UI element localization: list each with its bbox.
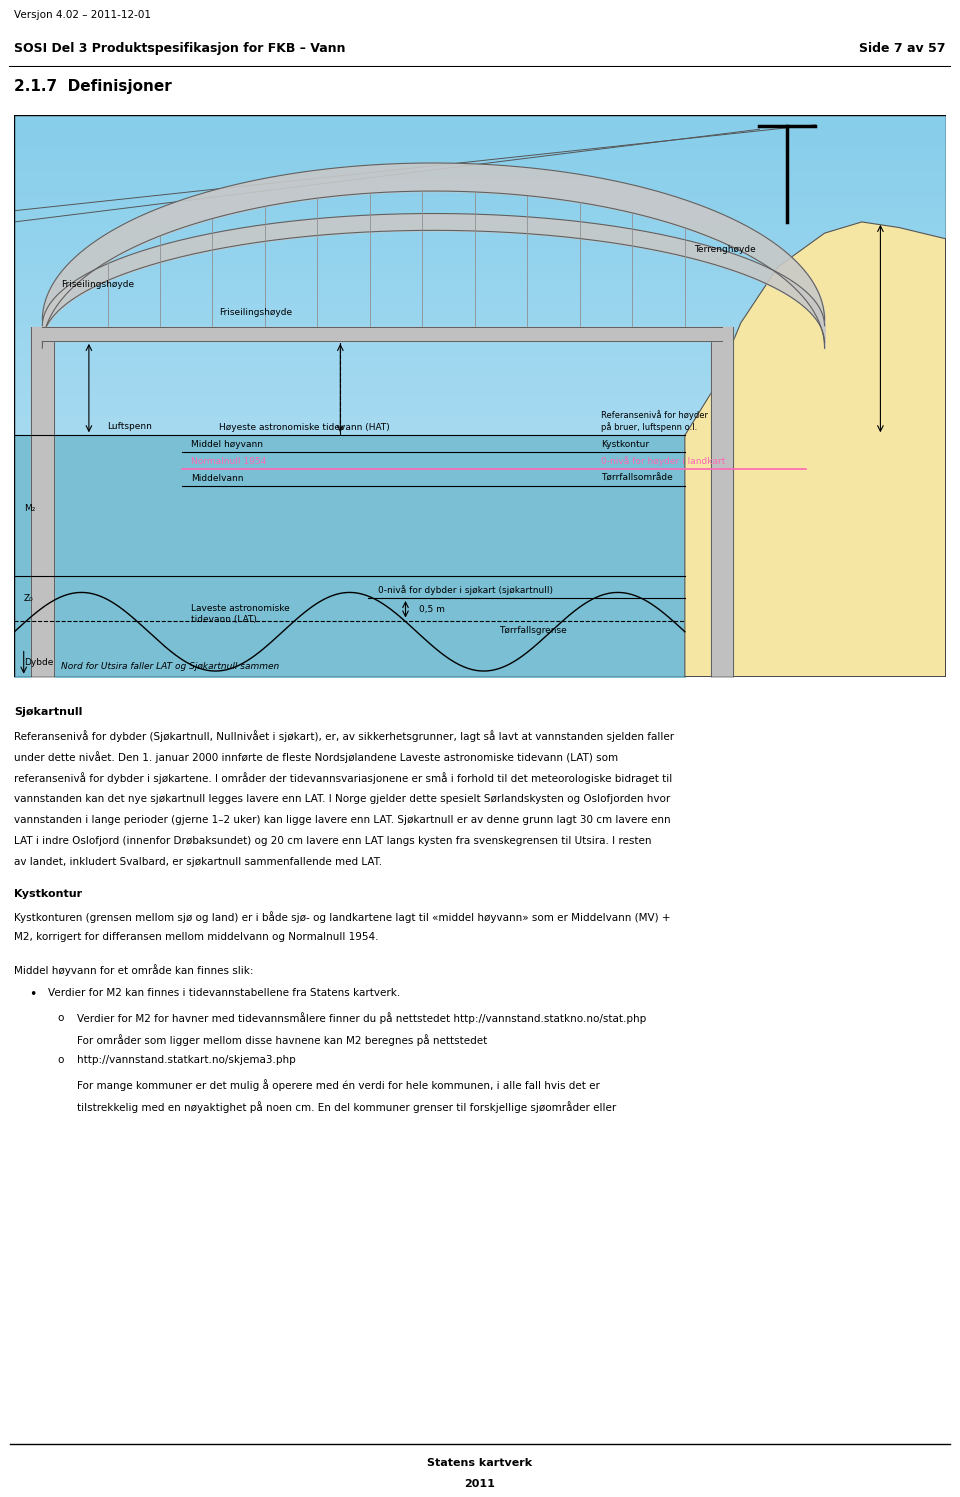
Text: Referansenivå for høyder
på bruer, luftspenn o.l.: Referansenivå for høyder på bruer, lufts… xyxy=(601,410,708,433)
Text: •: • xyxy=(29,988,36,1001)
Text: Friseilingshøyde: Friseilingshøyde xyxy=(61,280,134,289)
Text: M2, korrigert for differansen mellom middelvann og Normalnull 1954.: M2, korrigert for differansen mellom mid… xyxy=(14,933,379,942)
Text: http://vannstand.statkart.no/skjema3.php: http://vannstand.statkart.no/skjema3.php xyxy=(77,1055,296,1066)
Text: Verdier for M2 kan finnes i tidevannstabellene fra Statens kartverk.: Verdier for M2 kan finnes i tidevannstab… xyxy=(48,988,400,998)
Text: 0-nivå for dybder i sjøkart (sjøkartnull): 0-nivå for dybder i sjøkart (sjøkartnull… xyxy=(377,585,553,596)
Text: Z₀: Z₀ xyxy=(24,593,34,603)
Text: Kystkontur: Kystkontur xyxy=(14,889,83,900)
Text: 0-nivå for høyder i landkart: 0-nivå for høyder i landkart xyxy=(601,457,726,466)
Text: Sjøkartnull: Sjøkartnull xyxy=(14,707,83,717)
Polygon shape xyxy=(684,222,946,677)
Text: Versjon 4.02 – 2011-12-01: Versjon 4.02 – 2011-12-01 xyxy=(14,10,152,19)
Text: referansenivå for dybder i sjøkartene. I områder der tidevannsvariasjonene er sm: referansenivå for dybder i sjøkartene. I… xyxy=(14,772,673,784)
Text: 2.1.7  Definisjoner: 2.1.7 Definisjoner xyxy=(14,79,172,94)
Text: Høyeste astronomiske tidevann (HAT): Høyeste astronomiske tidevann (HAT) xyxy=(219,424,390,433)
Text: 0,5 m: 0,5 m xyxy=(420,605,445,614)
Text: Verdier for M2 for havner med tidevannsmålere finner du på nettstedet http://van: Verdier for M2 for havner med tidevannsm… xyxy=(77,1012,646,1024)
Text: 2011: 2011 xyxy=(465,1479,495,1490)
Text: SOSI Del 3 Produktspesifikasjon for FKB – Vann: SOSI Del 3 Produktspesifikasjon for FKB … xyxy=(14,42,346,55)
Text: vannstanden kan det nye sjøkartnull legges lavere enn LAT. I Norge gjelder dette: vannstanden kan det nye sjøkartnull legg… xyxy=(14,793,671,804)
Text: Luftspenn: Luftspenn xyxy=(108,422,153,431)
Text: Referansenivå for dybder (Sjøkartnull, Nullnivået i sjøkart), er, av sikkerhetsg: Referansenivå for dybder (Sjøkartnull, N… xyxy=(14,729,675,741)
Text: For områder som ligger mellom disse havnene kan M2 beregnes på nettstedet: For områder som ligger mellom disse havn… xyxy=(77,1034,487,1046)
Text: Nord for Utsira faller LAT og Sjøkartnull sammen: Nord for Utsira faller LAT og Sjøkartnul… xyxy=(61,662,279,671)
Text: vannstanden i lange perioder (gjerne 1–2 uker) kan ligge lavere enn LAT. Sjøkart: vannstanden i lange perioder (gjerne 1–2… xyxy=(14,814,671,825)
Text: tilstrekkelig med en nøyaktighet på noen cm. En del kommuner grenser til forskje: tilstrekkelig med en nøyaktighet på noen… xyxy=(77,1100,616,1112)
Text: LAT i indre Oslofjord (innenfor Drøbaksundet) og 20 cm lavere enn LAT langs kyst: LAT i indre Oslofjord (innenfor Drøbaksu… xyxy=(14,837,652,846)
Text: o: o xyxy=(58,1055,64,1066)
Text: Tørrfallsgrense: Tørrfallsgrense xyxy=(498,626,566,635)
Text: Middel høyvann: Middel høyvann xyxy=(191,440,263,449)
Text: Kystkontur: Kystkontur xyxy=(601,440,649,449)
Text: Statens kartverk: Statens kartverk xyxy=(427,1458,533,1469)
Text: Normalnull 1954: Normalnull 1954 xyxy=(191,457,267,466)
Text: Tørrfallsområde: Tørrfallsområde xyxy=(601,475,673,484)
Text: Dybde: Dybde xyxy=(24,659,53,668)
Text: Friseilingshøyde: Friseilingshøyde xyxy=(219,308,293,317)
Text: M₂: M₂ xyxy=(24,503,36,513)
Text: under dette nivået. Den 1. januar 2000 innførte de fleste Nordsjølandene Laveste: under dette nivået. Den 1. januar 2000 i… xyxy=(14,751,618,763)
Text: For mange kommuner er det mulig å operere med én verdi for hele kommunen, i alle: For mange kommuner er det mulig å operer… xyxy=(77,1079,600,1091)
Text: Middelvann: Middelvann xyxy=(191,475,244,484)
Text: o: o xyxy=(58,1012,64,1022)
Text: Terrenghøyde: Terrenghøyde xyxy=(694,246,756,254)
Text: Kystkonturen (grensen mellom sjø og land) er i både sjø- og landkartene lagt til: Kystkonturen (grensen mellom sjø og land… xyxy=(14,910,671,922)
Text: Laveste astronomiske
tidevann (LAT): Laveste astronomiske tidevann (LAT) xyxy=(191,603,290,624)
Text: Side 7 av 57: Side 7 av 57 xyxy=(859,42,946,55)
Text: av landet, inkludert Svalbard, er sjøkartnull sammenfallende med LAT.: av landet, inkludert Svalbard, er sjøkar… xyxy=(14,858,382,867)
Text: Middel høyvann for et område kan finnes slik:: Middel høyvann for et område kan finnes … xyxy=(14,964,253,976)
Bar xyxy=(14,436,946,677)
